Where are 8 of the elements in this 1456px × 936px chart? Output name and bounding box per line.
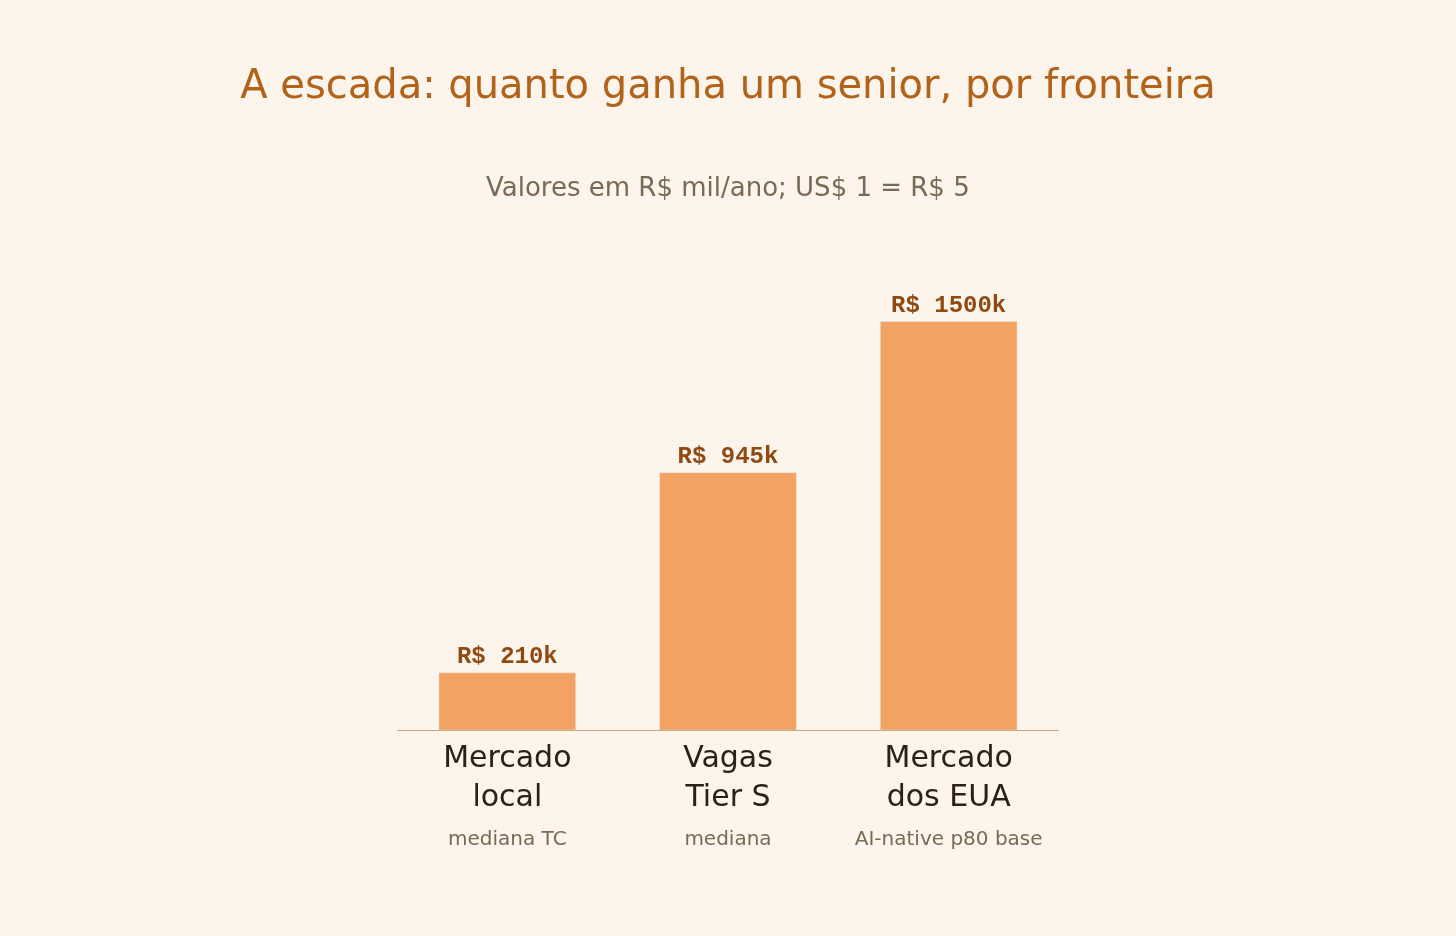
- data-label: R$ 210k: [456, 642, 558, 670]
- chart-subtitle: Valores em R$ mil/ano; US$ 1 = R$ 5: [486, 172, 970, 202]
- chart-title: A escada: quanto ganha um senior, por fronteira: [240, 61, 1216, 108]
- x-tick-label: Mercado dos EUA AI-native p80 base: [854, 739, 1043, 850]
- x-tick-label: Mercado local mediana TC: [443, 739, 572, 850]
- data-label: R$ 945k: [677, 442, 779, 470]
- x-tick-label: Vagas Tier S mediana: [683, 739, 773, 850]
- data-label: R$ 1500k: [891, 291, 1007, 319]
